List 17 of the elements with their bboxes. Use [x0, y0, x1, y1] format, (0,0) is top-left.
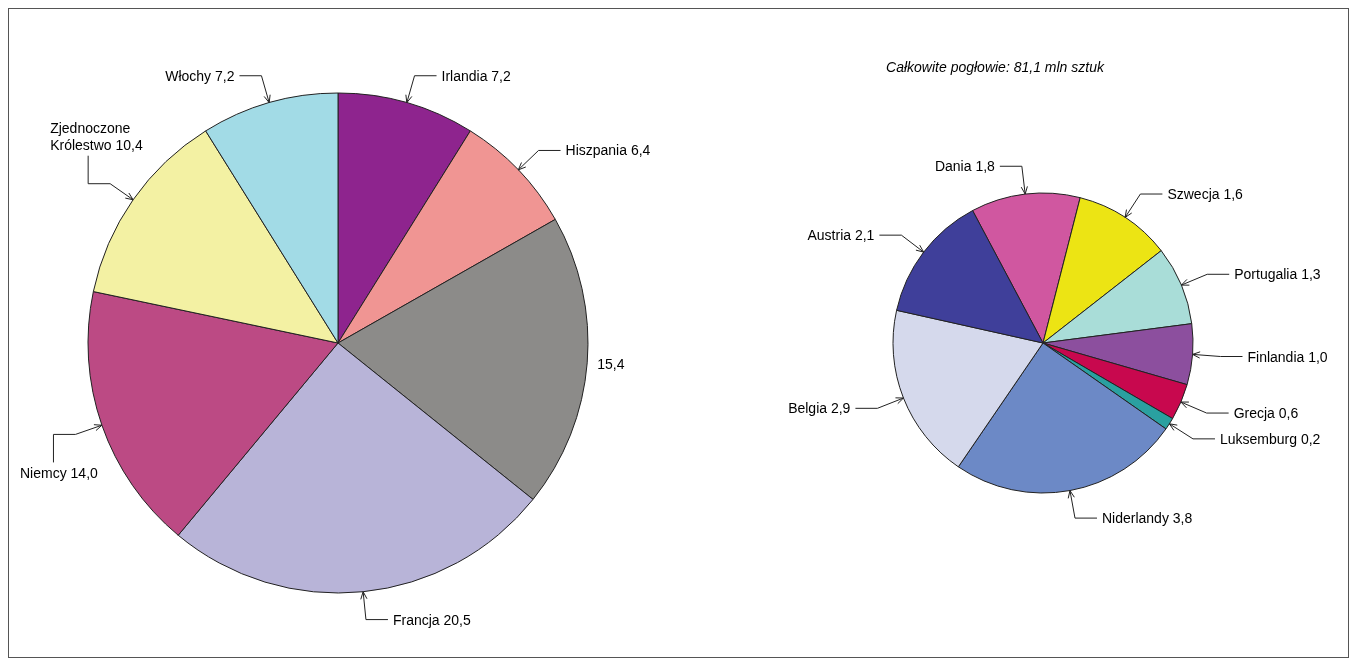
slice-label: Zjednoczone Królestwo 10,4	[50, 119, 143, 153]
slice-label: Niemcy 14,0	[20, 465, 99, 482]
slice-label: Portugalia 1,3	[1234, 266, 1321, 283]
slice-label: Dania 1,8	[934, 158, 996, 175]
slice-label: Irlandia 7,2	[441, 67, 512, 84]
slice-label: Hiszpania 6,4	[565, 142, 651, 159]
slice-label: Grecja 0,6	[1233, 405, 1299, 422]
slice-label: Szwecja 1,6	[1167, 186, 1244, 203]
slice-label: Niderlandy 3,8	[1101, 510, 1193, 527]
slice-label: Finlandia 1,0	[1247, 348, 1328, 365]
slice-label: Włochy 7,2	[165, 67, 235, 84]
slice-label: Belgia 2,9	[788, 400, 851, 417]
text: Całkowite pogłowie: 81,1 mln sztuk	[886, 59, 1105, 75]
slice-label: Austria 2,1	[807, 227, 875, 244]
slice-label: Francja 20,5	[392, 611, 471, 628]
data-label: 15,4	[597, 355, 625, 372]
slice-label: Luksemburg 0,2	[1219, 430, 1321, 447]
